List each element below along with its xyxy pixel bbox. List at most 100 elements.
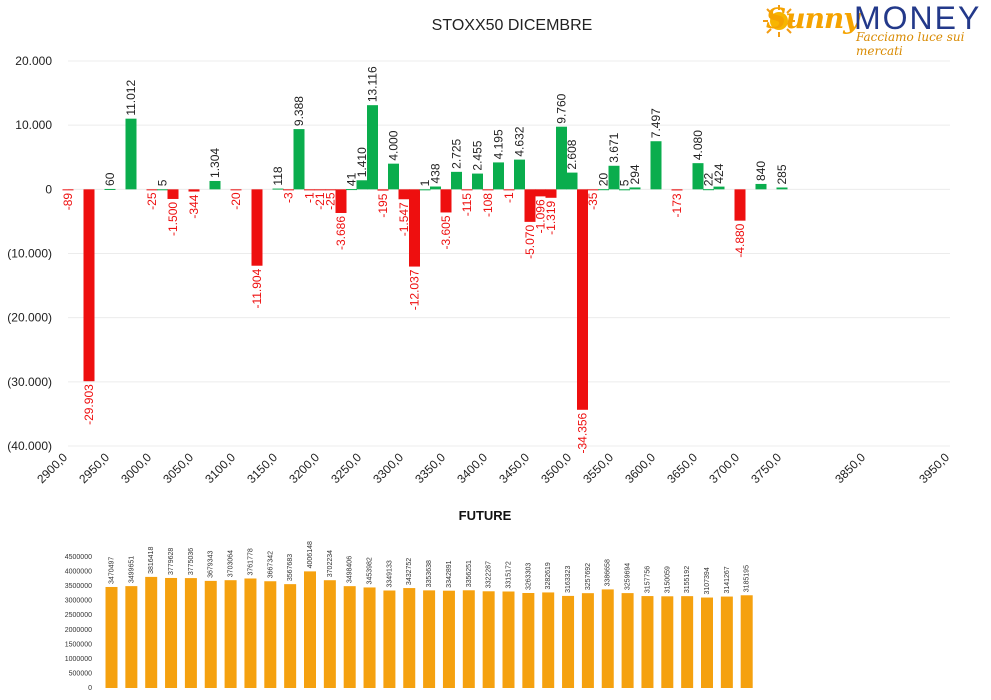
- bar: [62, 189, 74, 191]
- x-tick-label: 3750,0: [748, 450, 784, 486]
- future-bar: [601, 589, 614, 688]
- x-tick-label: 3450,0: [496, 450, 532, 486]
- y-tick-label: (40.000): [7, 439, 52, 453]
- bar: [125, 118, 137, 190]
- data-label: 424: [712, 163, 726, 183]
- x-tick-label: 3200,0: [286, 450, 322, 486]
- logo-sunny-text: Sunny: [766, 2, 860, 35]
- data-label: -5.070: [523, 225, 537, 259]
- data-label: -35: [586, 192, 600, 210]
- data-label: -11.904: [250, 268, 264, 308]
- y-grid: [68, 60, 950, 447]
- data-label: -1.319: [544, 200, 558, 234]
- y-tick-label: 10.000: [15, 118, 52, 132]
- data-label: -3.686: [334, 216, 348, 250]
- y-tick-label: 0: [45, 182, 52, 196]
- future-data-label: 3498406: [347, 556, 354, 583]
- bar: [503, 189, 515, 191]
- x-tick-label: 3700,0: [706, 450, 742, 486]
- bar: [514, 159, 525, 190]
- future-data-label: 3499651: [128, 556, 135, 583]
- y-tick-label: 2500000: [65, 612, 92, 619]
- bar: [325, 189, 336, 191]
- bar: [304, 189, 315, 191]
- data-label: 3.671: [607, 132, 621, 162]
- future-bar: [264, 581, 277, 688]
- bar: [472, 173, 483, 190]
- x-tick-label: 3600,0: [622, 450, 658, 486]
- future-data-label: 3107394: [704, 567, 711, 594]
- future-data-label: 3342891: [446, 560, 453, 587]
- future-data-label: 3353638: [426, 560, 433, 587]
- future-data-label: 3470497: [109, 557, 116, 584]
- future-data-label: 3679343: [208, 551, 215, 578]
- future-bar: [184, 578, 197, 688]
- future-data-label: 3155192: [684, 566, 691, 593]
- data-label: -3: [282, 192, 296, 203]
- future-y-axis: 0 500000 1000000 1500000 2000000 2500000 30000…: [65, 554, 92, 692]
- bar: [587, 189, 599, 191]
- y-tick-label: 4500000: [65, 554, 92, 561]
- data-label: 2.608: [565, 139, 579, 169]
- logo-money-text: MONEY: [854, 0, 982, 36]
- future-bar: [125, 586, 138, 688]
- bar: [146, 189, 158, 191]
- bar: [713, 186, 725, 190]
- data-label: -25: [324, 192, 338, 210]
- bar: [608, 165, 620, 190]
- bar: [566, 172, 578, 190]
- y-tick-label: 0: [88, 685, 92, 692]
- y-tick-label: 2000000: [65, 627, 92, 634]
- bar: [367, 105, 378, 190]
- future-data-label: 3703064: [228, 550, 235, 577]
- data-label: -12.037: [408, 269, 422, 310]
- future-bar: [542, 592, 555, 688]
- data-labels: -89 -29.903 60 11.012 -25 5 -1.500 -344 1.304 -20…: [61, 66, 789, 453]
- future-data-label: 3775036: [188, 548, 195, 575]
- y-tick-label: 500000: [69, 670, 92, 677]
- sun-icon: [763, 5, 795, 37]
- y-tick-label: (20.000): [7, 311, 52, 325]
- data-label: 2.725: [450, 138, 464, 168]
- bar: [188, 189, 200, 192]
- x-tick-label: 3300,0: [370, 450, 406, 486]
- data-label: -25: [145, 192, 159, 210]
- data-label: 118: [271, 166, 285, 185]
- data-label: -34.356: [576, 412, 590, 453]
- future-data-label: 3779628: [168, 548, 175, 575]
- future-bar: [284, 584, 297, 688]
- data-label: -1: [303, 192, 317, 203]
- x-tick-label: 3400,0: [454, 450, 490, 486]
- data-label: 4.632: [513, 126, 527, 156]
- future-bar: [701, 597, 713, 688]
- bar: [535, 189, 546, 197]
- future-data-label: 3163323: [565, 566, 572, 593]
- bar: [482, 189, 494, 191]
- x-tick-label: 3100,0: [202, 450, 238, 486]
- future-bar: [522, 593, 535, 688]
- bar: [83, 189, 95, 382]
- bar: [556, 126, 567, 190]
- x-tick-label: 3150,0: [244, 450, 280, 486]
- bar: [230, 189, 242, 191]
- data-label: -1: [502, 192, 516, 203]
- x-tick-label: 3350,0: [412, 450, 448, 486]
- future-data-label: 3315172: [506, 561, 513, 588]
- bar: [377, 189, 389, 191]
- logo-tagline: Facciamo luce sui mercati: [856, 30, 965, 58]
- future-data-label: 3157756: [644, 566, 651, 593]
- x-tick-label: 3050,0: [160, 450, 196, 486]
- bar: [430, 186, 441, 190]
- future-data-label: 3761778: [247, 548, 254, 575]
- future-bar: [720, 596, 733, 688]
- future-data-label: 3257692: [585, 563, 592, 590]
- data-label: 4.000: [387, 130, 401, 160]
- future-data-label: 3386658: [605, 559, 612, 586]
- data-label: -20: [229, 192, 243, 210]
- bar: [524, 189, 536, 222]
- future-data-label: 3567683: [287, 554, 294, 581]
- bar: [440, 189, 452, 213]
- future-bar: [462, 590, 475, 688]
- bar: [157, 189, 168, 191]
- future-bar: [224, 580, 237, 688]
